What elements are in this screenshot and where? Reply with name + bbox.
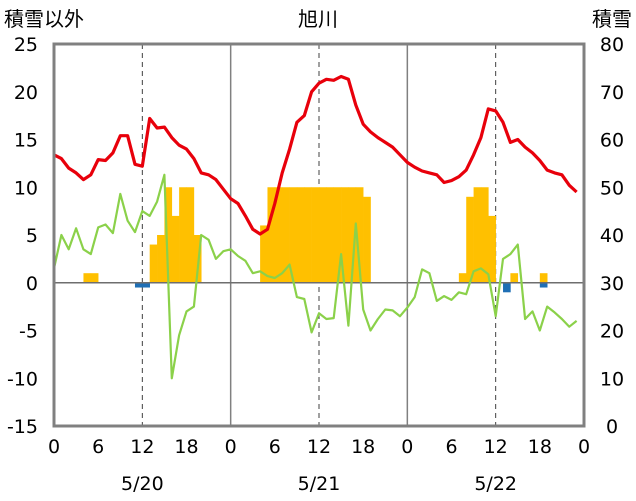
- x-tick-label: 18: [528, 436, 552, 458]
- precipitation-bar-23: [341, 187, 349, 283]
- precipitation-bar-28: [466, 196, 474, 283]
- left-y-tick-label: -15: [7, 416, 38, 438]
- left-y-tick-label: 15: [14, 130, 38, 152]
- series-lines-layer: [52, 74, 578, 380]
- precipitation-bar-30: [480, 187, 489, 283]
- x-tick-label: 6: [92, 436, 104, 458]
- precipitation-bar-25: [355, 187, 364, 283]
- precipitation-bar-24: [348, 187, 357, 283]
- left-y-tick-label: 5: [26, 225, 38, 247]
- precipitation-bar-15: [282, 187, 290, 283]
- right-y-tick-label: 30: [600, 273, 624, 295]
- precipitation-bar-19: [311, 187, 320, 283]
- precipitation-bar-6: [157, 235, 165, 283]
- right-y-tick-label: 70: [600, 82, 624, 104]
- x-tick-label: 0: [48, 436, 60, 458]
- precipitation-bar-4: [142, 282, 150, 288]
- date-label: 5/21: [298, 473, 341, 495]
- precipitation-bar-10: [186, 187, 195, 283]
- precipitation-bar-5: [149, 244, 158, 283]
- precipitation-bar-3: [134, 282, 143, 288]
- left-y-tick-label: 10: [14, 177, 38, 199]
- precipitation-bar-1: [83, 273, 92, 283]
- precipitation-bar-22: [333, 187, 342, 283]
- x-tick-label: 12: [484, 436, 508, 458]
- x-tick-label: 0: [401, 436, 413, 458]
- precipitation-bar-35: [539, 282, 548, 288]
- left-axis-label: 積雪以外: [4, 7, 84, 31]
- right-y-tick-label: 10: [600, 368, 624, 390]
- precipitation-bar-29: [473, 187, 482, 283]
- precipitation-bar-26: [363, 196, 371, 283]
- chart-title: 旭川: [298, 7, 338, 31]
- precipitation-bar-20: [319, 187, 327, 283]
- right-y-tick-label: 50: [600, 177, 624, 199]
- plot-frame-layer: [52, 42, 586, 428]
- precipitation-bar-14: [274, 187, 283, 283]
- precipitation-bar-27: [458, 273, 467, 283]
- precipitation-bar-17: [296, 187, 305, 283]
- x-tick-label: 18: [351, 436, 375, 458]
- left-y-tick-label: -5: [19, 321, 38, 343]
- temperature-line: [53, 74, 578, 236]
- x-tick-label: 12: [307, 436, 331, 458]
- precipitation-bar-18: [304, 187, 312, 283]
- date-label: 5/22: [474, 473, 517, 495]
- snow-depth-line: [52, 173, 578, 380]
- date-label: 5/20: [121, 473, 164, 495]
- precipitation-bar-34: [539, 273, 548, 283]
- left-y-tick-label: 20: [14, 82, 38, 104]
- precipitation-bar-32: [503, 282, 511, 293]
- labels-layer: 旭川 積雪以外 積雪 2520151050-5-10-1580706050403…: [4, 7, 632, 495]
- left-y-tick-label: -10: [7, 368, 38, 390]
- precipitation-bar-8: [171, 215, 180, 283]
- x-tick-label: 6: [445, 436, 457, 458]
- x-tick-label: 12: [130, 436, 154, 458]
- precipitation-bar-31: [488, 215, 496, 283]
- right-y-tick-label: 20: [600, 321, 624, 343]
- precipitation-bar-16: [289, 187, 298, 283]
- right-y-tick-label: 0: [606, 416, 618, 438]
- x-tick-label: 0: [578, 436, 590, 458]
- left-y-tick-label: 0: [26, 273, 38, 295]
- x-tick-label: 18: [174, 436, 198, 458]
- precipitation-bar-7: [164, 187, 173, 283]
- precipitation-bar-13: [267, 187, 276, 283]
- plot-frame: [52, 42, 586, 428]
- right-y-tick-label: 80: [600, 34, 624, 56]
- x-tick-label: 6: [269, 436, 281, 458]
- precipitation-bars-layer: [83, 187, 548, 293]
- precipitation-bar-21: [326, 187, 335, 283]
- right-axis-label: 積雪: [592, 7, 632, 31]
- left-y-tick-label: 25: [14, 34, 38, 56]
- x-tick-label: 0: [225, 436, 237, 458]
- precipitation-bar-33: [510, 273, 519, 283]
- precipitation-bar-2: [90, 273, 99, 283]
- right-y-tick-label: 60: [600, 130, 624, 152]
- right-y-tick-label: 40: [600, 225, 624, 247]
- precipitation-bar-12: [260, 225, 268, 283]
- precipitation-bar-9: [179, 187, 187, 283]
